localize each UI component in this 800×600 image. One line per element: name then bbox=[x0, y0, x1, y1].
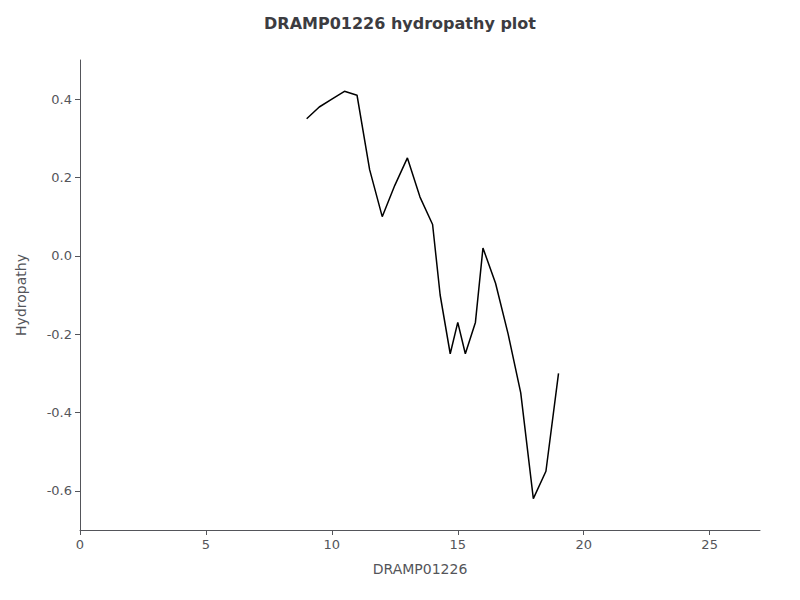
svg-text:-0.2: -0.2 bbox=[47, 327, 72, 342]
svg-text:0.4: 0.4 bbox=[51, 92, 72, 107]
svg-text:10: 10 bbox=[324, 537, 341, 552]
svg-text:-0.6: -0.6 bbox=[47, 483, 72, 498]
svg-text:Hydropathy: Hydropathy bbox=[13, 254, 29, 336]
svg-text:DRAMP01226: DRAMP01226 bbox=[373, 561, 468, 577]
svg-text:25: 25 bbox=[701, 537, 718, 552]
svg-text:20: 20 bbox=[575, 537, 592, 552]
svg-text:5: 5 bbox=[202, 537, 210, 552]
svg-text:0: 0 bbox=[76, 537, 84, 552]
svg-text:15: 15 bbox=[450, 537, 467, 552]
svg-text:0.2: 0.2 bbox=[51, 170, 72, 185]
svg-text:-0.4: -0.4 bbox=[47, 405, 72, 420]
svg-text:0.0: 0.0 bbox=[51, 248, 72, 263]
svg-text:DRAMP01226 hydropathy plot: DRAMP01226 hydropathy plot bbox=[264, 14, 536, 33]
